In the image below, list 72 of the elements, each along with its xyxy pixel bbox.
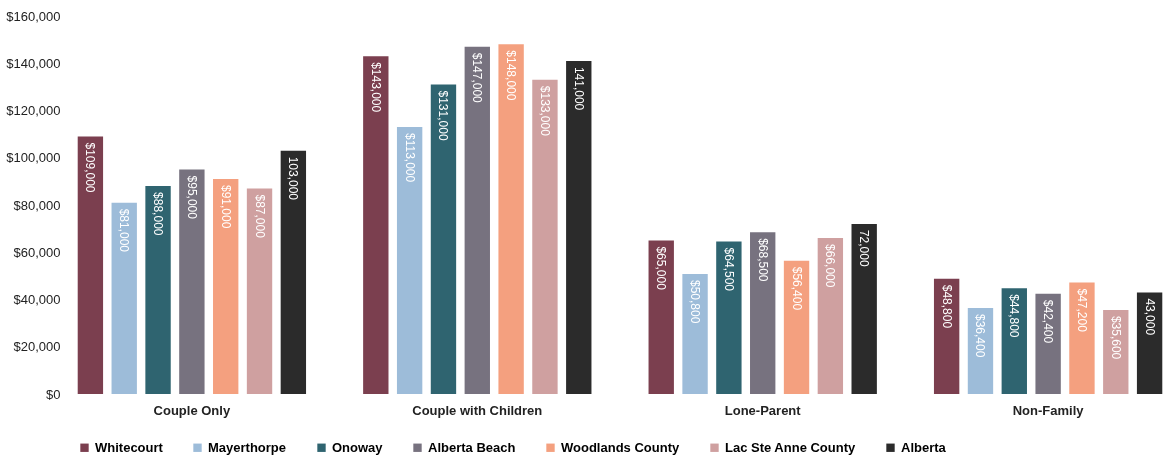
data-label: $87,000 (252, 194, 267, 239)
bar (750, 232, 776, 394)
data-label: $44,800 (1007, 294, 1022, 338)
legend-label: Whitecourt (95, 439, 164, 455)
bar (1136, 292, 1163, 394)
y-tick-label: $120,000 (6, 103, 61, 118)
data-label: $81,000 (117, 208, 132, 253)
data-label: 43,000 (1142, 298, 1157, 336)
data-label: $42,400 (1041, 299, 1056, 344)
data-label: $68,500 (755, 238, 770, 282)
x-tick-label: Lone-Parent (724, 402, 802, 418)
y-tick-label: $60,000 (13, 244, 61, 260)
y-tick-label: $20,000 (13, 339, 61, 355)
data-label: $147,000 (470, 52, 485, 104)
legend-label: Lac Ste Anne County (725, 439, 857, 455)
bar (145, 186, 171, 394)
bar (1069, 282, 1095, 394)
legend-label: Mayerthorpe (208, 439, 287, 455)
data-label: $64,500 (721, 247, 736, 292)
legend-label: Onoway (332, 439, 384, 455)
data-label: $133,000 (537, 85, 552, 137)
bar (77, 136, 104, 394)
bar (716, 241, 742, 394)
y-tick-label: $40,000 (13, 292, 61, 307)
bar (682, 273, 708, 394)
data-label: $113,000 (402, 133, 417, 183)
data-label: $48,800 (939, 284, 954, 329)
legend-label: Woodlands County (561, 439, 680, 455)
y-tick-label: $100,000 (6, 150, 61, 166)
bar (111, 202, 137, 394)
bar (783, 260, 810, 394)
bar (464, 46, 490, 394)
bar (648, 240, 674, 394)
x-tick-label: Non-Family (1012, 402, 1085, 418)
bar (280, 150, 307, 394)
legend-label: Alberta Beach (428, 439, 516, 455)
bar (566, 60, 592, 394)
x-tick-label: Couple with Children (412, 402, 543, 418)
bar (532, 79, 558, 394)
y-tick-label: $140,000 (6, 55, 61, 71)
data-label: $95,000 (184, 175, 199, 220)
data-label: $143,000 (368, 62, 383, 113)
data-label: $50,800 (688, 279, 703, 324)
data-label: $91,000 (218, 185, 233, 229)
data-label: $36,400 (973, 314, 988, 358)
data-label: $148,000 (504, 50, 519, 101)
legend-label: Alberta (901, 439, 947, 455)
bar (363, 56, 389, 394)
bar (213, 179, 239, 394)
bar (396, 127, 423, 394)
x-tick-label: Couple Only (153, 402, 231, 418)
y-tick-label: $0 (46, 386, 61, 402)
data-label: $35,600 (1108, 315, 1123, 360)
bar (179, 169, 205, 394)
bar (430, 84, 457, 394)
data-label: $65,000 (654, 246, 669, 291)
bar (817, 238, 844, 394)
data-label: 103,000 (286, 156, 301, 201)
y-tick-label: $160,000 (6, 8, 61, 24)
y-tick-label: $80,000 (13, 197, 61, 213)
bar (851, 223, 877, 394)
bar (1035, 293, 1061, 394)
data-label: $88,000 (151, 192, 166, 236)
bar (498, 44, 524, 394)
data-label: $109,000 (83, 142, 98, 193)
data-label: $56,400 (789, 266, 804, 311)
data-label: 141,000 (571, 66, 586, 111)
data-label: 72,000 (857, 229, 872, 267)
data-label: $131,000 (436, 90, 451, 141)
data-label: $66,000 (823, 244, 838, 288)
bar (246, 188, 273, 394)
data-label: $47,200 (1074, 288, 1089, 333)
